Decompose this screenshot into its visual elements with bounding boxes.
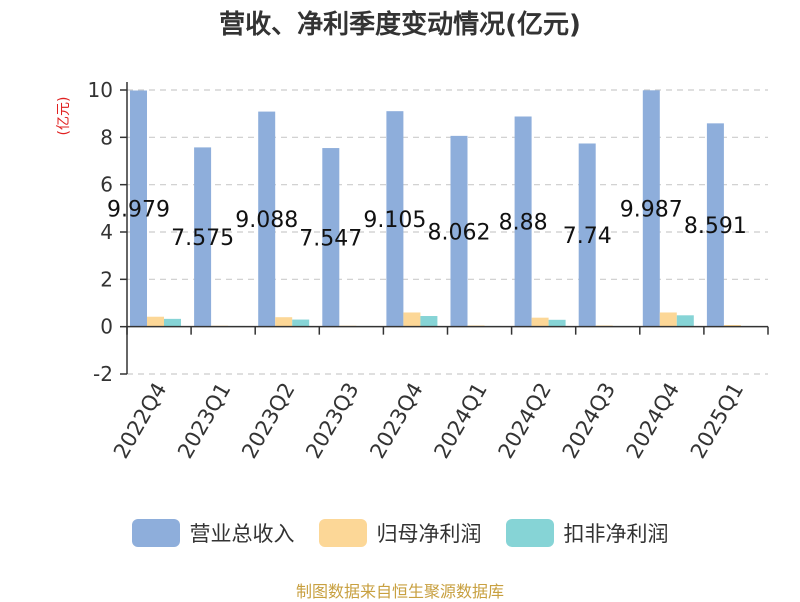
bar-s0-2023Q3: [322, 148, 340, 327]
chart-title: 营收、净利季度变动情况(亿元): [219, 10, 581, 40]
bar-s1-2024Q4: [659, 312, 677, 327]
legend-item-revenue[interactable]: 营业总收入: [131, 518, 295, 548]
data-label-2024Q1: 8.062: [428, 220, 491, 245]
x-tick-label-2023Q2: 2023Q2: [237, 379, 299, 463]
y-axis-label: (亿元): [56, 97, 72, 136]
x-tick-label-2024Q4: 2024Q4: [622, 379, 684, 463]
bar-s1-2024Q2: [531, 317, 549, 327]
data-label-2023Q4: 9.105: [363, 208, 426, 233]
y-tick-label-0: -2: [93, 362, 113, 386]
x-tick-label-2023Q3: 2023Q3: [301, 379, 363, 463]
bar-s0-2024Q2: [514, 116, 532, 327]
bar-s0-2024Q3: [578, 143, 596, 327]
data-label-2023Q3: 7.547: [299, 226, 362, 251]
bar-s0-2023Q4: [386, 111, 404, 327]
data-label-2025Q1: 8.591: [684, 214, 747, 239]
bar-s2-2024Q2: [548, 319, 566, 327]
x-tick-label-2022Q4: 2022Q4: [109, 379, 171, 463]
x-tick-label-2025Q1: 2025Q1: [686, 379, 748, 463]
y-tick-label-3: 4: [100, 220, 113, 244]
legend-label-revenue: 营业总收入: [189, 522, 295, 546]
x-tick-label-2024Q3: 2024Q3: [558, 379, 620, 463]
bar-s0-2022Q4: [130, 90, 147, 327]
bar-s1-2023Q4: [403, 312, 421, 327]
legend-swatch-net-profit: [318, 519, 367, 547]
legend-item-deducted-profit[interactable]: 扣非净利润: [505, 518, 669, 548]
data-source-note: 制图数据来自恒生聚源数据库: [295, 582, 504, 601]
bar-s0-2024Q1: [450, 135, 468, 327]
bar-s0-2024Q4: [642, 90, 660, 327]
bar-s0-2023Q1: [194, 147, 212, 327]
data-label-2022Q4: 9.979: [107, 198, 170, 223]
y-tick-label-1: 0: [100, 315, 113, 339]
bar-s2-2023Q4: [420, 316, 438, 327]
legend-label-net-profit: 归母净利润: [376, 522, 482, 546]
chart-legend: 营业总收入 归母净利润 扣非净利润: [0, 518, 800, 548]
legend-swatch-deducted-profit: [505, 519, 554, 547]
y-tick-label-4: 6: [100, 173, 113, 197]
legend-item-net-profit[interactable]: 归母净利润: [318, 518, 482, 548]
bar-s2-2024Q4: [676, 315, 694, 327]
bar-s2-2023Q2: [292, 319, 310, 327]
y-tick-label-6: 10: [88, 78, 113, 102]
data-label-2023Q2: 9.088: [235, 208, 298, 233]
bar-s1-2023Q2: [275, 317, 293, 327]
bar-s1-2025Q1: [723, 325, 741, 327]
x-tick-label-2024Q1: 2024Q1: [429, 379, 491, 463]
bar-s1-2022Q4: [147, 316, 164, 327]
bar-s0-2025Q1: [706, 123, 724, 327]
x-tick-label-2023Q4: 2023Q4: [365, 379, 427, 463]
bar-s0-2023Q2: [258, 111, 276, 327]
data-label-2023Q1: 7.575: [171, 226, 234, 251]
legend-swatch-revenue: [131, 519, 180, 547]
data-label-2024Q4: 9.987: [620, 197, 683, 222]
bar-s2-2022Q4: [164, 318, 181, 327]
data-label-2024Q2: 8.88: [499, 211, 548, 236]
data-label-2024Q3: 7.74: [563, 224, 612, 249]
x-tick-label-2023Q1: 2023Q1: [173, 379, 235, 463]
x-tick-label-2024Q2: 2024Q2: [494, 379, 556, 463]
legend-label-deducted-profit: 扣非净利润: [563, 522, 669, 546]
y-tick-label-5: 8: [100, 125, 113, 149]
y-tick-label-2: 2: [100, 267, 113, 291]
